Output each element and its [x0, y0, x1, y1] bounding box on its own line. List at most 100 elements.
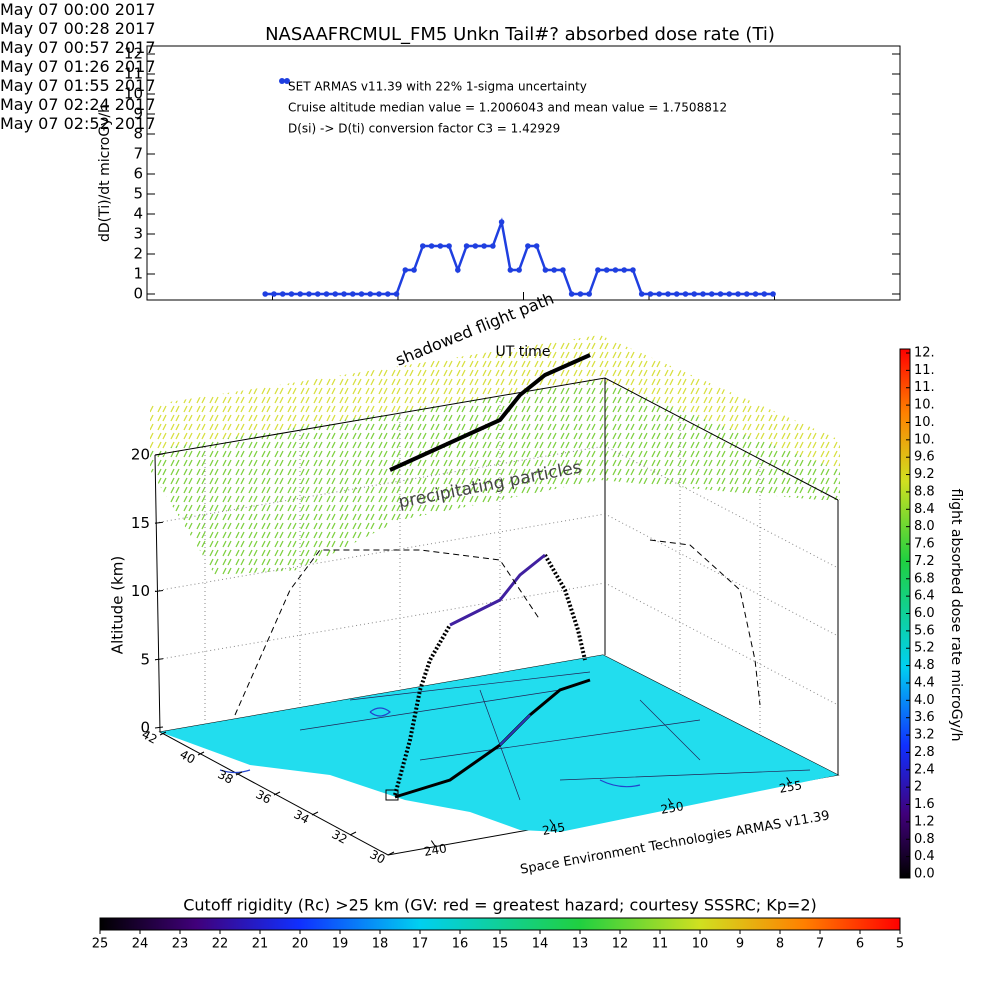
data-point	[568, 291, 575, 297]
y-tick	[197, 751, 205, 756]
colorbar-tick-label: 4.4	[914, 675, 935, 690]
colorbar-tick-label: 6.0	[914, 606, 935, 621]
colorbar-tick-label: 0.8	[914, 832, 935, 847]
colorbar-tick-label: 5	[896, 937, 904, 952]
data-point	[498, 219, 505, 225]
y-tick	[159, 731, 167, 736]
data-point	[656, 291, 663, 297]
airport-marker	[385, 789, 399, 801]
y-axis-label: dD(Ti)/dt microGy/h	[97, 104, 113, 242]
y-tick-label: 4	[133, 205, 143, 223]
data-point	[673, 291, 680, 297]
flight-path-dotted	[393, 554, 587, 796]
data-point	[612, 267, 619, 273]
data-point	[490, 243, 496, 249]
data-point	[472, 243, 479, 249]
colorbar-tick-label: 3.2	[914, 728, 935, 743]
colorbar-tick-label: 16	[452, 937, 469, 952]
colorbar-tick-label: 13	[572, 937, 589, 952]
data-point	[437, 243, 444, 249]
particle-field-lower	[150, 380, 840, 575]
colorbar-tick-label: 4.8	[914, 658, 935, 673]
y-tick-label: 0	[133, 285, 143, 303]
x-tick	[667, 798, 673, 805]
map-lakes	[219, 707, 641, 788]
x-tick-label: May 07 00:28 2017	[0, 19, 156, 38]
colorbar-tick-label: 9.2	[914, 467, 935, 482]
z-tick	[154, 590, 164, 592]
data-point	[428, 243, 435, 249]
y-tick-label: 10	[124, 85, 143, 103]
legend-label: SET ARMAS v11.39 with 22% 1-sigma uncert…	[288, 80, 587, 94]
colorbar-tick-label: 22	[212, 937, 229, 952]
data-point	[358, 291, 365, 297]
data-point	[735, 291, 741, 297]
data-point	[314, 291, 321, 297]
y-tick	[273, 791, 281, 796]
data-point	[420, 243, 426, 249]
colorbar-tick-label: 2	[914, 780, 922, 795]
data-point	[708, 291, 715, 297]
colorbar-tick-label: 0.4	[914, 849, 935, 864]
x-tick-label: May 07 00:00 2017	[0, 0, 156, 19]
colorbar-tick-label: 10.	[914, 415, 935, 430]
data-point	[533, 243, 540, 249]
particle-field-upper	[150, 335, 840, 470]
colorbar-tick-label: 12	[612, 937, 629, 952]
colorbar-tick-label: 5.2	[914, 641, 935, 656]
z-axis-label: Altitude (km)	[109, 556, 127, 654]
y-tick	[235, 771, 243, 776]
colorbar-tick-label: 15	[492, 937, 509, 952]
x-tick-label: May 07 01:26 2017	[0, 57, 156, 76]
data-point	[516, 267, 522, 273]
data-point	[455, 267, 461, 273]
map-land	[160, 655, 838, 832]
y-tick-label: 7	[133, 145, 143, 163]
x-tick-label: May 07 00:57 2017	[0, 38, 156, 57]
data-point	[551, 267, 557, 273]
data-point	[743, 291, 750, 297]
colorbar-tick-label: 0.0	[914, 867, 935, 882]
colorbar-tick-label: 14	[532, 937, 549, 952]
shadow-path	[389, 353, 591, 472]
data-point	[341, 291, 347, 297]
ground-track-blue	[499, 714, 531, 746]
legend-marker	[279, 78, 285, 84]
data-point	[463, 243, 470, 249]
colorbar-tick-label: 6.8	[914, 571, 935, 586]
colorbar-tick-label: 1.6	[914, 797, 935, 812]
annotation: Cruise altitude median value = 1.2006043…	[288, 101, 727, 115]
data-point	[393, 291, 400, 297]
data-point	[560, 267, 566, 273]
data-point	[665, 291, 671, 297]
colorbar-tick-label: 9	[736, 937, 744, 952]
z-tick	[154, 726, 164, 729]
colorbar-tick-label: 12.	[914, 346, 935, 361]
data-point	[402, 267, 409, 273]
chart-title: NASAAFRCMUL_FM5 Unkn Tail#? absorbed dos…	[265, 24, 775, 45]
colorbar-tick-label: 2.8	[914, 745, 935, 760]
x-tick	[786, 777, 792, 784]
x-axis-label: UT time	[496, 344, 551, 360]
y-tick-label: 42	[139, 727, 159, 747]
data-point	[262, 291, 269, 297]
x-tick	[549, 819, 555, 826]
y-tick-label: 32	[329, 827, 349, 847]
colorbar-tick-label: 6	[856, 937, 864, 952]
y-tick-label: 11	[124, 65, 143, 83]
box-edges	[154, 377, 839, 775]
z-tick	[154, 521, 164, 524]
data-point	[288, 291, 295, 297]
x-tick-label: 250	[660, 799, 685, 817]
data-point	[630, 267, 636, 273]
colorbar-tick-label: 11	[652, 937, 669, 952]
colorbar-tick-label: 23	[172, 937, 189, 952]
colorbar-tick-label: 19	[332, 937, 349, 952]
colorbar-tick-label: 18	[372, 937, 389, 952]
data-point	[586, 291, 592, 297]
x-tick-label: 255	[778, 778, 803, 796]
colorbar-title: Cutoff rigidity (Rc) >25 km (GV: red = g…	[183, 896, 817, 915]
x-tick-label: May 07 02:52 2017	[0, 114, 156, 133]
data-point	[384, 291, 391, 297]
